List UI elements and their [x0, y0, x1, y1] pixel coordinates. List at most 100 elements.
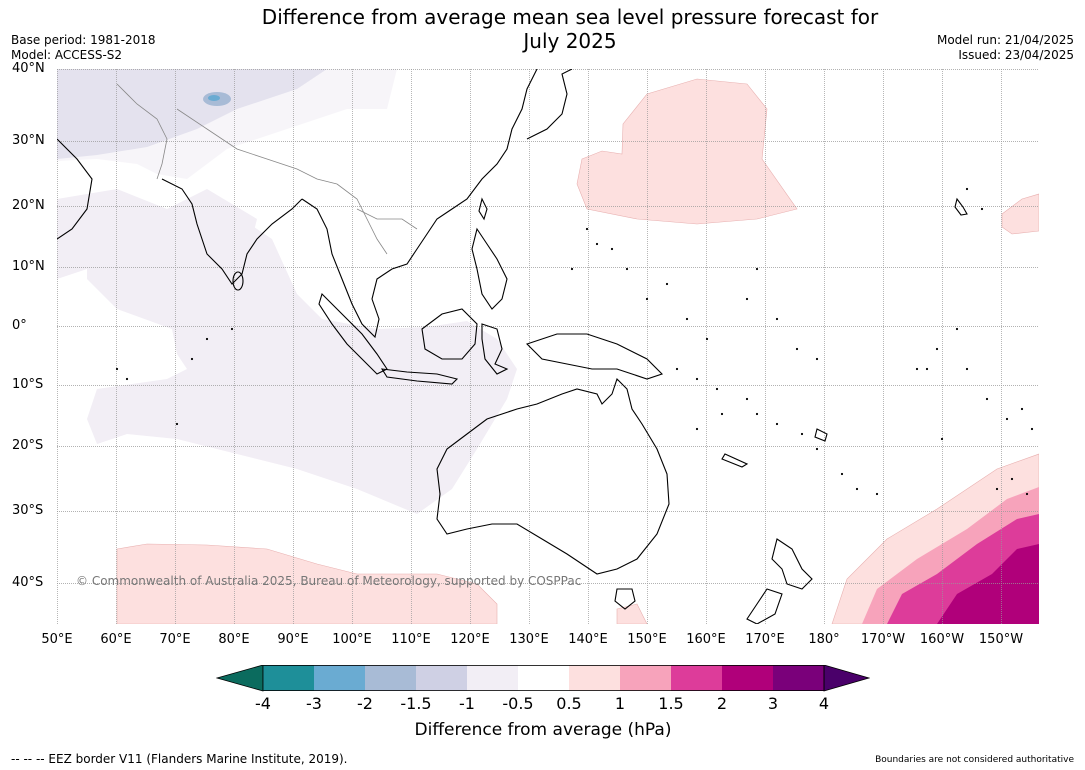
- island-dot: [595, 242, 599, 246]
- island-dot: [745, 297, 749, 301]
- island-dot: [115, 367, 119, 371]
- coast-arabia: [57, 138, 93, 240]
- colorbar-tick-label: 1.5: [658, 694, 684, 713]
- island-dot: [940, 437, 944, 441]
- island-dot: [230, 327, 234, 331]
- colorbar-title: Difference from average (hPa): [414, 720, 672, 740]
- colorbar: [216, 665, 870, 692]
- coast-india: [161, 178, 303, 285]
- colorbar-tick-label: 1: [614, 694, 626, 713]
- coast-tasmania: [614, 588, 636, 610]
- coast-southeast-asia: [301, 69, 538, 339]
- island-dot: [720, 412, 724, 416]
- island-dot: [625, 267, 629, 271]
- island-dot: [795, 347, 799, 351]
- colorbar-segment: [620, 665, 671, 691]
- latitude-label: 30°S: [12, 503, 44, 518]
- island-dot: [675, 367, 679, 371]
- longitude-label: 80°E: [218, 632, 250, 647]
- longitude-label: 170°W: [860, 632, 906, 647]
- coast-new-guinea: [525, 333, 664, 380]
- model-run: Model run: 21/04/2025: [936, 33, 1074, 47]
- graticule: [57, 69, 1039, 624]
- island-dot: [685, 317, 689, 321]
- colorbar-segment: [416, 665, 467, 691]
- anomaly-region-plus-0.5-east: [1001, 193, 1039, 235]
- island-dot: [695, 377, 699, 381]
- coast-fiji: [814, 428, 828, 442]
- pacific-islands: [115, 187, 1034, 496]
- anomaly-region-minus-0.5-north: [57, 69, 397, 179]
- colorbar-tick-label: 2: [716, 694, 728, 713]
- longitude-label: 70°E: [159, 632, 191, 647]
- colorbar-tick-label: -0.5: [502, 694, 534, 713]
- anomaly-region-minus-3-himalaya: [208, 95, 220, 101]
- anomaly-region-minus-0.5-west: [57, 189, 257, 279]
- base-period: Base period: 1981-2018: [11, 33, 156, 47]
- colorbar-extend-low: [216, 665, 264, 692]
- latitude-label: 40°N: [12, 61, 45, 76]
- colorbar-tick-label: -4: [255, 694, 271, 713]
- island-dot: [980, 207, 984, 211]
- latitude-label: 20°S: [12, 438, 44, 453]
- island-dot: [1005, 417, 1009, 421]
- colorbar-segment: [467, 665, 518, 691]
- island-dot: [995, 487, 999, 491]
- island-dot: [800, 432, 804, 436]
- colorbar-extend-high: [823, 665, 870, 692]
- coast-sri-lanka: [232, 271, 244, 291]
- colorbar-border: [262, 665, 825, 691]
- island-dot: [745, 397, 749, 401]
- colorbar-tick-label: -1: [459, 694, 475, 713]
- colorbar-tick-label: 0.5: [556, 694, 582, 713]
- island-dot: [125, 377, 129, 381]
- latitude-label: 20°N: [12, 198, 45, 213]
- island-dot: [815, 357, 819, 361]
- colorbar-tick-label: 3: [767, 694, 779, 713]
- anomaly-region-plus-2-se-pacific: [937, 544, 1039, 624]
- island-dot: [665, 282, 669, 286]
- latitude-label: 30°N: [12, 133, 45, 148]
- island-dot: [645, 297, 649, 301]
- island-dot: [175, 422, 179, 426]
- island-dot: [840, 472, 844, 476]
- island-dot: [585, 227, 589, 231]
- island-dot: [935, 347, 939, 351]
- island-dot: [855, 487, 859, 491]
- coast-sulawesi: [481, 323, 509, 375]
- coast-sumatra: [318, 292, 388, 375]
- colorbar-tick-label: -3: [306, 694, 322, 713]
- copyright-notice: © Commonwealth of Australia 2025, Bureau…: [76, 574, 582, 588]
- pressure-anomaly-map: [57, 69, 1039, 624]
- colorbar-segment: [722, 665, 773, 691]
- island-dot: [610, 247, 614, 251]
- island-dot: [1025, 492, 1029, 496]
- longitude-label: 130°E: [509, 632, 549, 647]
- island-dot: [1010, 477, 1014, 481]
- longitude-label: 150°E: [627, 632, 667, 647]
- island-dot: [965, 367, 969, 371]
- latitude-label: 0°: [12, 318, 27, 333]
- colorbar-segment: [365, 665, 416, 691]
- anomaly-region-plus-0.5-south-indian: [116, 543, 498, 624]
- longitude-label: 100°E: [332, 632, 372, 647]
- longitude-label: 90°E: [277, 632, 309, 647]
- longitude-label: 50°E: [41, 632, 73, 647]
- anomaly-region-minus-0.5-indian-ocean: [87, 209, 517, 514]
- island-dot: [570, 267, 574, 271]
- issued-date: Issued: 23/04/2025: [958, 48, 1074, 62]
- colorbar-segment: [773, 665, 824, 691]
- island-dot: [755, 412, 759, 416]
- longitude-label: 180°: [808, 632, 840, 647]
- island-dot: [715, 387, 719, 391]
- longitude-label: 140°E: [568, 632, 608, 647]
- island-dot: [775, 317, 779, 321]
- coast-australia: [436, 377, 670, 575]
- coast-hawaii: [954, 197, 968, 216]
- coastlines: [57, 69, 968, 624]
- colorbar-segment: [263, 665, 314, 691]
- colorbar-tick-label: 4: [818, 694, 830, 713]
- coast-new-caledonia: [721, 453, 749, 468]
- longitude-label: 60°E: [100, 632, 132, 647]
- island-dot: [205, 337, 209, 341]
